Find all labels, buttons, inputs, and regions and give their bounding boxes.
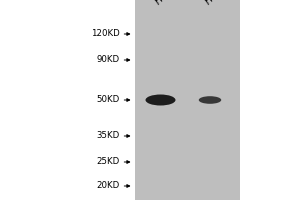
Text: 120KD: 120KD: [91, 29, 120, 38]
Text: 35KD: 35KD: [97, 132, 120, 140]
Text: 25KD: 25KD: [97, 158, 120, 166]
Text: Heart: Heart: [203, 0, 229, 6]
Text: 20KD: 20KD: [97, 182, 120, 190]
Text: 50KD: 50KD: [97, 96, 120, 104]
Bar: [135, 0, 240, 200]
Text: 90KD: 90KD: [97, 55, 120, 64]
Text: Heart: Heart: [153, 0, 180, 6]
Ellipse shape: [146, 95, 176, 106]
Ellipse shape: [199, 96, 221, 104]
